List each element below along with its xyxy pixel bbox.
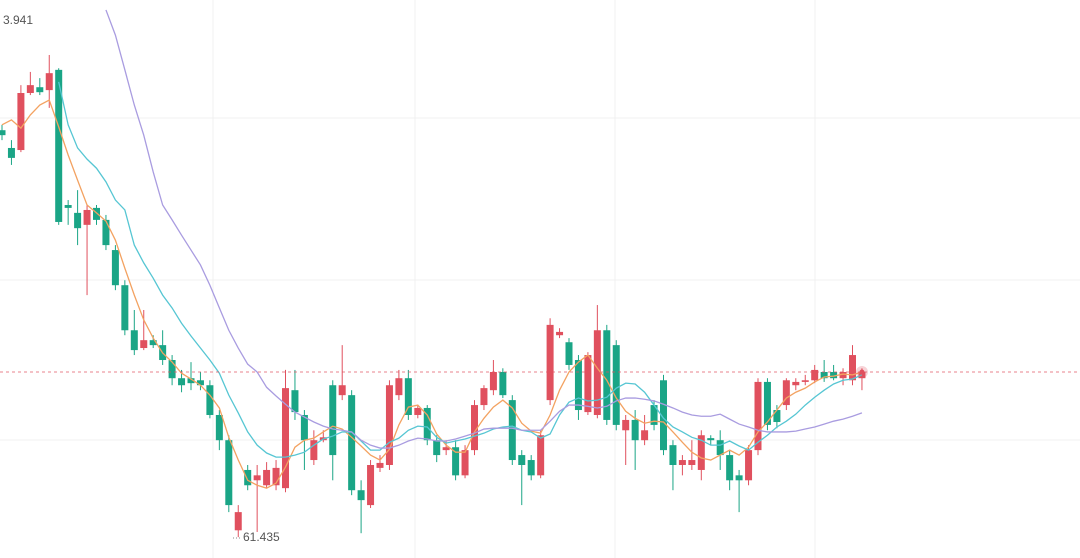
candle-body [367, 465, 375, 506]
candle-body [650, 405, 658, 425]
plot [0, 9, 1080, 538]
candle-body [527, 460, 535, 476]
candle-body [452, 447, 460, 476]
candle-body [234, 512, 242, 531]
candle-body [830, 372, 838, 379]
candle-body [7, 147, 15, 158]
candle-body [537, 435, 545, 476]
candle-body [282, 388, 289, 489]
candle-body [622, 419, 630, 431]
candle-body [801, 380, 809, 382]
low-annotation: 61.435 [243, 530, 280, 544]
candle-body [480, 388, 488, 406]
candle-body [149, 340, 157, 346]
candle-body [839, 372, 847, 379]
last-price-dot [859, 369, 865, 375]
candle-body [678, 460, 686, 465]
candle-body [669, 445, 677, 465]
candle-body [697, 435, 705, 470]
candle-body [263, 469, 271, 486]
candle-body [518, 455, 526, 465]
candle-body [187, 378, 195, 384]
candle-body [849, 355, 856, 381]
candle-body [442, 447, 450, 451]
candle-body [735, 475, 743, 481]
candle-body [338, 385, 346, 396]
candle-body [471, 405, 478, 451]
candle-body [130, 330, 138, 351]
candle-body [55, 69, 63, 222]
candle-body [716, 440, 724, 456]
candle-body [499, 372, 507, 396]
candle-body [385, 385, 393, 465]
candle-body [414, 407, 422, 415]
candle-body [688, 460, 696, 465]
candle-body [508, 400, 516, 461]
candle-body [329, 385, 337, 456]
candle-body [556, 331, 564, 336]
candle-body [631, 419, 639, 441]
candle-body [433, 440, 441, 456]
ma-line [105, 9, 863, 449]
candle-body [574, 360, 582, 411]
candle-body [404, 378, 412, 415]
candle-body [612, 345, 620, 425]
candle-body [74, 212, 82, 229]
candle-body [300, 414, 308, 441]
candle-body [45, 73, 53, 91]
candle-body [820, 372, 828, 379]
candle-body [423, 407, 431, 441]
candle-body [178, 378, 186, 386]
candle-body [763, 381, 771, 425]
candle-body [660, 380, 667, 451]
candle-body [773, 410, 781, 423]
candle-body [489, 372, 497, 391]
candle-body [603, 330, 611, 420]
candle-body [215, 414, 223, 441]
candle-body [584, 355, 592, 413]
candle-body [17, 93, 25, 151]
candle-body [26, 85, 34, 93]
candle-body [83, 209, 91, 225]
candle-body [225, 440, 233, 506]
candle-body [461, 450, 469, 476]
candle-body [272, 467, 280, 486]
candle-body [565, 342, 573, 365]
candle-body [357, 490, 365, 501]
candle-body [811, 369, 819, 381]
candle-body [36, 87, 44, 93]
candle-body [111, 250, 119, 286]
candle-body [376, 462, 384, 468]
candle-body [64, 205, 72, 208]
candle-body [253, 475, 261, 481]
candle-body [93, 207, 100, 220]
candle-body [395, 378, 403, 396]
candle-body [196, 380, 204, 386]
candle-body [792, 381, 800, 386]
candle-body [745, 450, 753, 481]
candle-body [102, 219, 110, 246]
candle-body [244, 469, 252, 486]
candle-body [0, 130, 6, 136]
candle-body [168, 360, 176, 379]
candle-body [707, 438, 715, 441]
high-annotation: 3.941 [3, 13, 33, 27]
ma-line [58, 81, 863, 458]
candle-body [348, 395, 356, 491]
candle-body [546, 324, 554, 401]
candle-body [641, 430, 649, 441]
candle-body [782, 380, 790, 406]
candle-body [593, 330, 601, 415]
candle-body [206, 385, 214, 415]
candle-body [140, 340, 148, 349]
candle-body [754, 381, 762, 451]
candle-body [726, 455, 734, 481]
candle-body [310, 440, 318, 461]
candle-body [291, 390, 299, 413]
candle-body [121, 285, 129, 331]
ma-line [1, 99, 863, 489]
